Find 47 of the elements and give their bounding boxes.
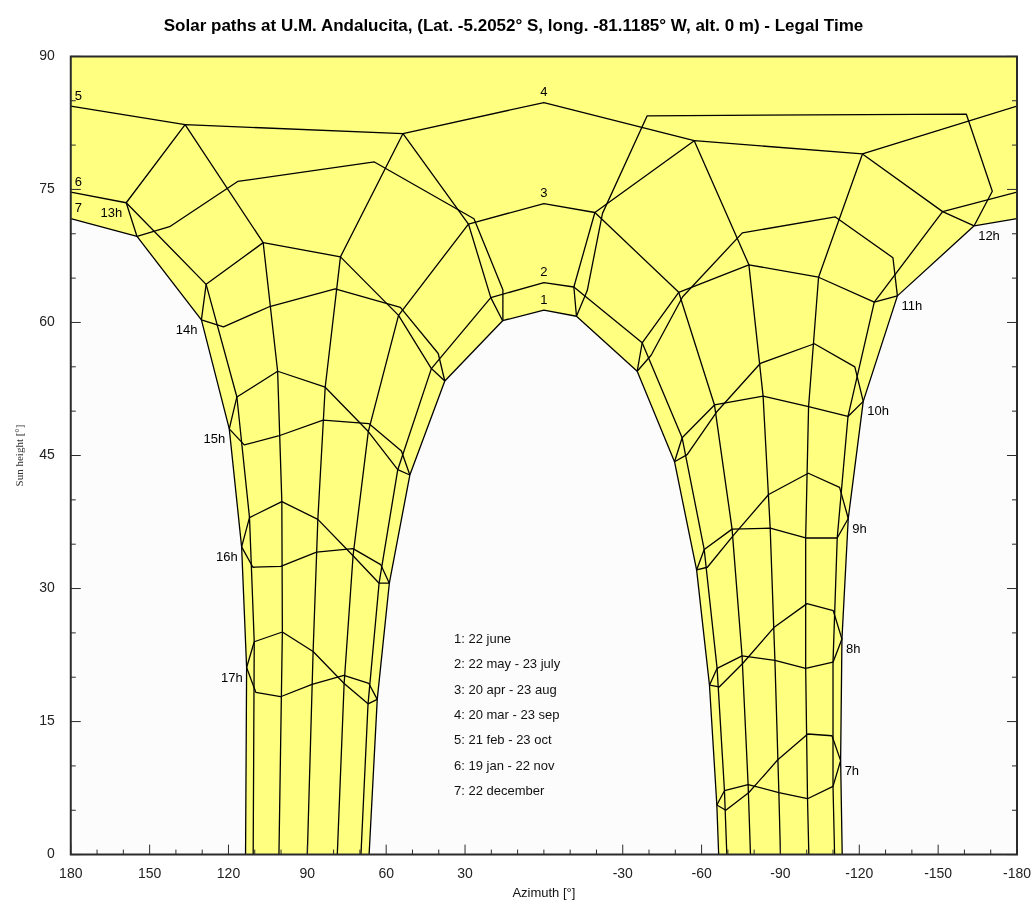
series-label: 7h bbox=[844, 762, 860, 778]
series-label: 6 bbox=[74, 173, 82, 189]
x-tick-label: 90 bbox=[299, 864, 316, 881]
chart-title: Solar paths at U.M. Andalucita, (Lat. -5.2052° S, long. -81.1185° W, alt. 0 m) - Legal Time bbox=[163, 15, 864, 35]
y-tick-label: 30 bbox=[39, 579, 55, 596]
series-label: 4 bbox=[540, 84, 548, 100]
series-label: 17h bbox=[220, 669, 243, 685]
x-tick-label: 180 bbox=[59, 864, 83, 881]
annotation: 6: 19 jan - 22 nov bbox=[453, 757, 555, 773]
y-tick-label: 15 bbox=[39, 712, 55, 729]
series-label: 15h bbox=[203, 430, 226, 446]
y-tick-label: 45 bbox=[39, 446, 55, 463]
annotation: 4: 20 mar - 23 sep bbox=[453, 706, 560, 722]
annotation: 7: 22 december bbox=[453, 782, 545, 798]
series-label: 5 bbox=[74, 87, 82, 103]
y-axis-title: Sun height [°] bbox=[13, 424, 26, 487]
series-label: 8h bbox=[845, 641, 861, 657]
series-label: 10h bbox=[867, 403, 889, 419]
x-tick-label: -180 bbox=[1002, 864, 1032, 881]
x-axis-title: Azimuth [°] bbox=[512, 884, 576, 900]
annotation: 3: 20 apr - 23 aug bbox=[453, 681, 557, 697]
y-tick-label: 0 bbox=[46, 845, 55, 862]
x-tick-label: -150 bbox=[924, 864, 953, 881]
series-label: 13h bbox=[100, 204, 123, 220]
series-label: 14h bbox=[175, 321, 198, 337]
x-tick-label: 30 bbox=[457, 864, 474, 881]
annotation: 2: 22 may - 23 july bbox=[453, 656, 561, 672]
x-tick-label: -60 bbox=[691, 864, 712, 881]
series-label: 3 bbox=[540, 185, 548, 201]
x-tick-label: -90 bbox=[770, 864, 791, 881]
series-label: 12h bbox=[978, 227, 1000, 243]
series-label: 9h bbox=[852, 520, 867, 536]
x-tick-label: 120 bbox=[216, 864, 241, 881]
y-tick-label: 60 bbox=[39, 313, 55, 330]
series-label: 2 bbox=[540, 264, 548, 280]
annotation: 1: 22 june bbox=[453, 631, 512, 647]
x-tick-label: -120 bbox=[845, 864, 874, 881]
x-tick-label: -30 bbox=[612, 864, 634, 881]
x-tick-label: 150 bbox=[137, 864, 162, 881]
annotation: 5: 21 feb - 23 oct bbox=[453, 732, 552, 748]
series-label: 7 bbox=[74, 200, 82, 216]
y-tick-label: 90 bbox=[39, 47, 55, 64]
x-tick-label: 60 bbox=[378, 864, 395, 881]
series-label: 11h bbox=[901, 297, 923, 313]
series-label: 16h bbox=[215, 548, 238, 564]
series-label: 1 bbox=[540, 291, 548, 307]
y-tick-label: 75 bbox=[39, 180, 55, 197]
